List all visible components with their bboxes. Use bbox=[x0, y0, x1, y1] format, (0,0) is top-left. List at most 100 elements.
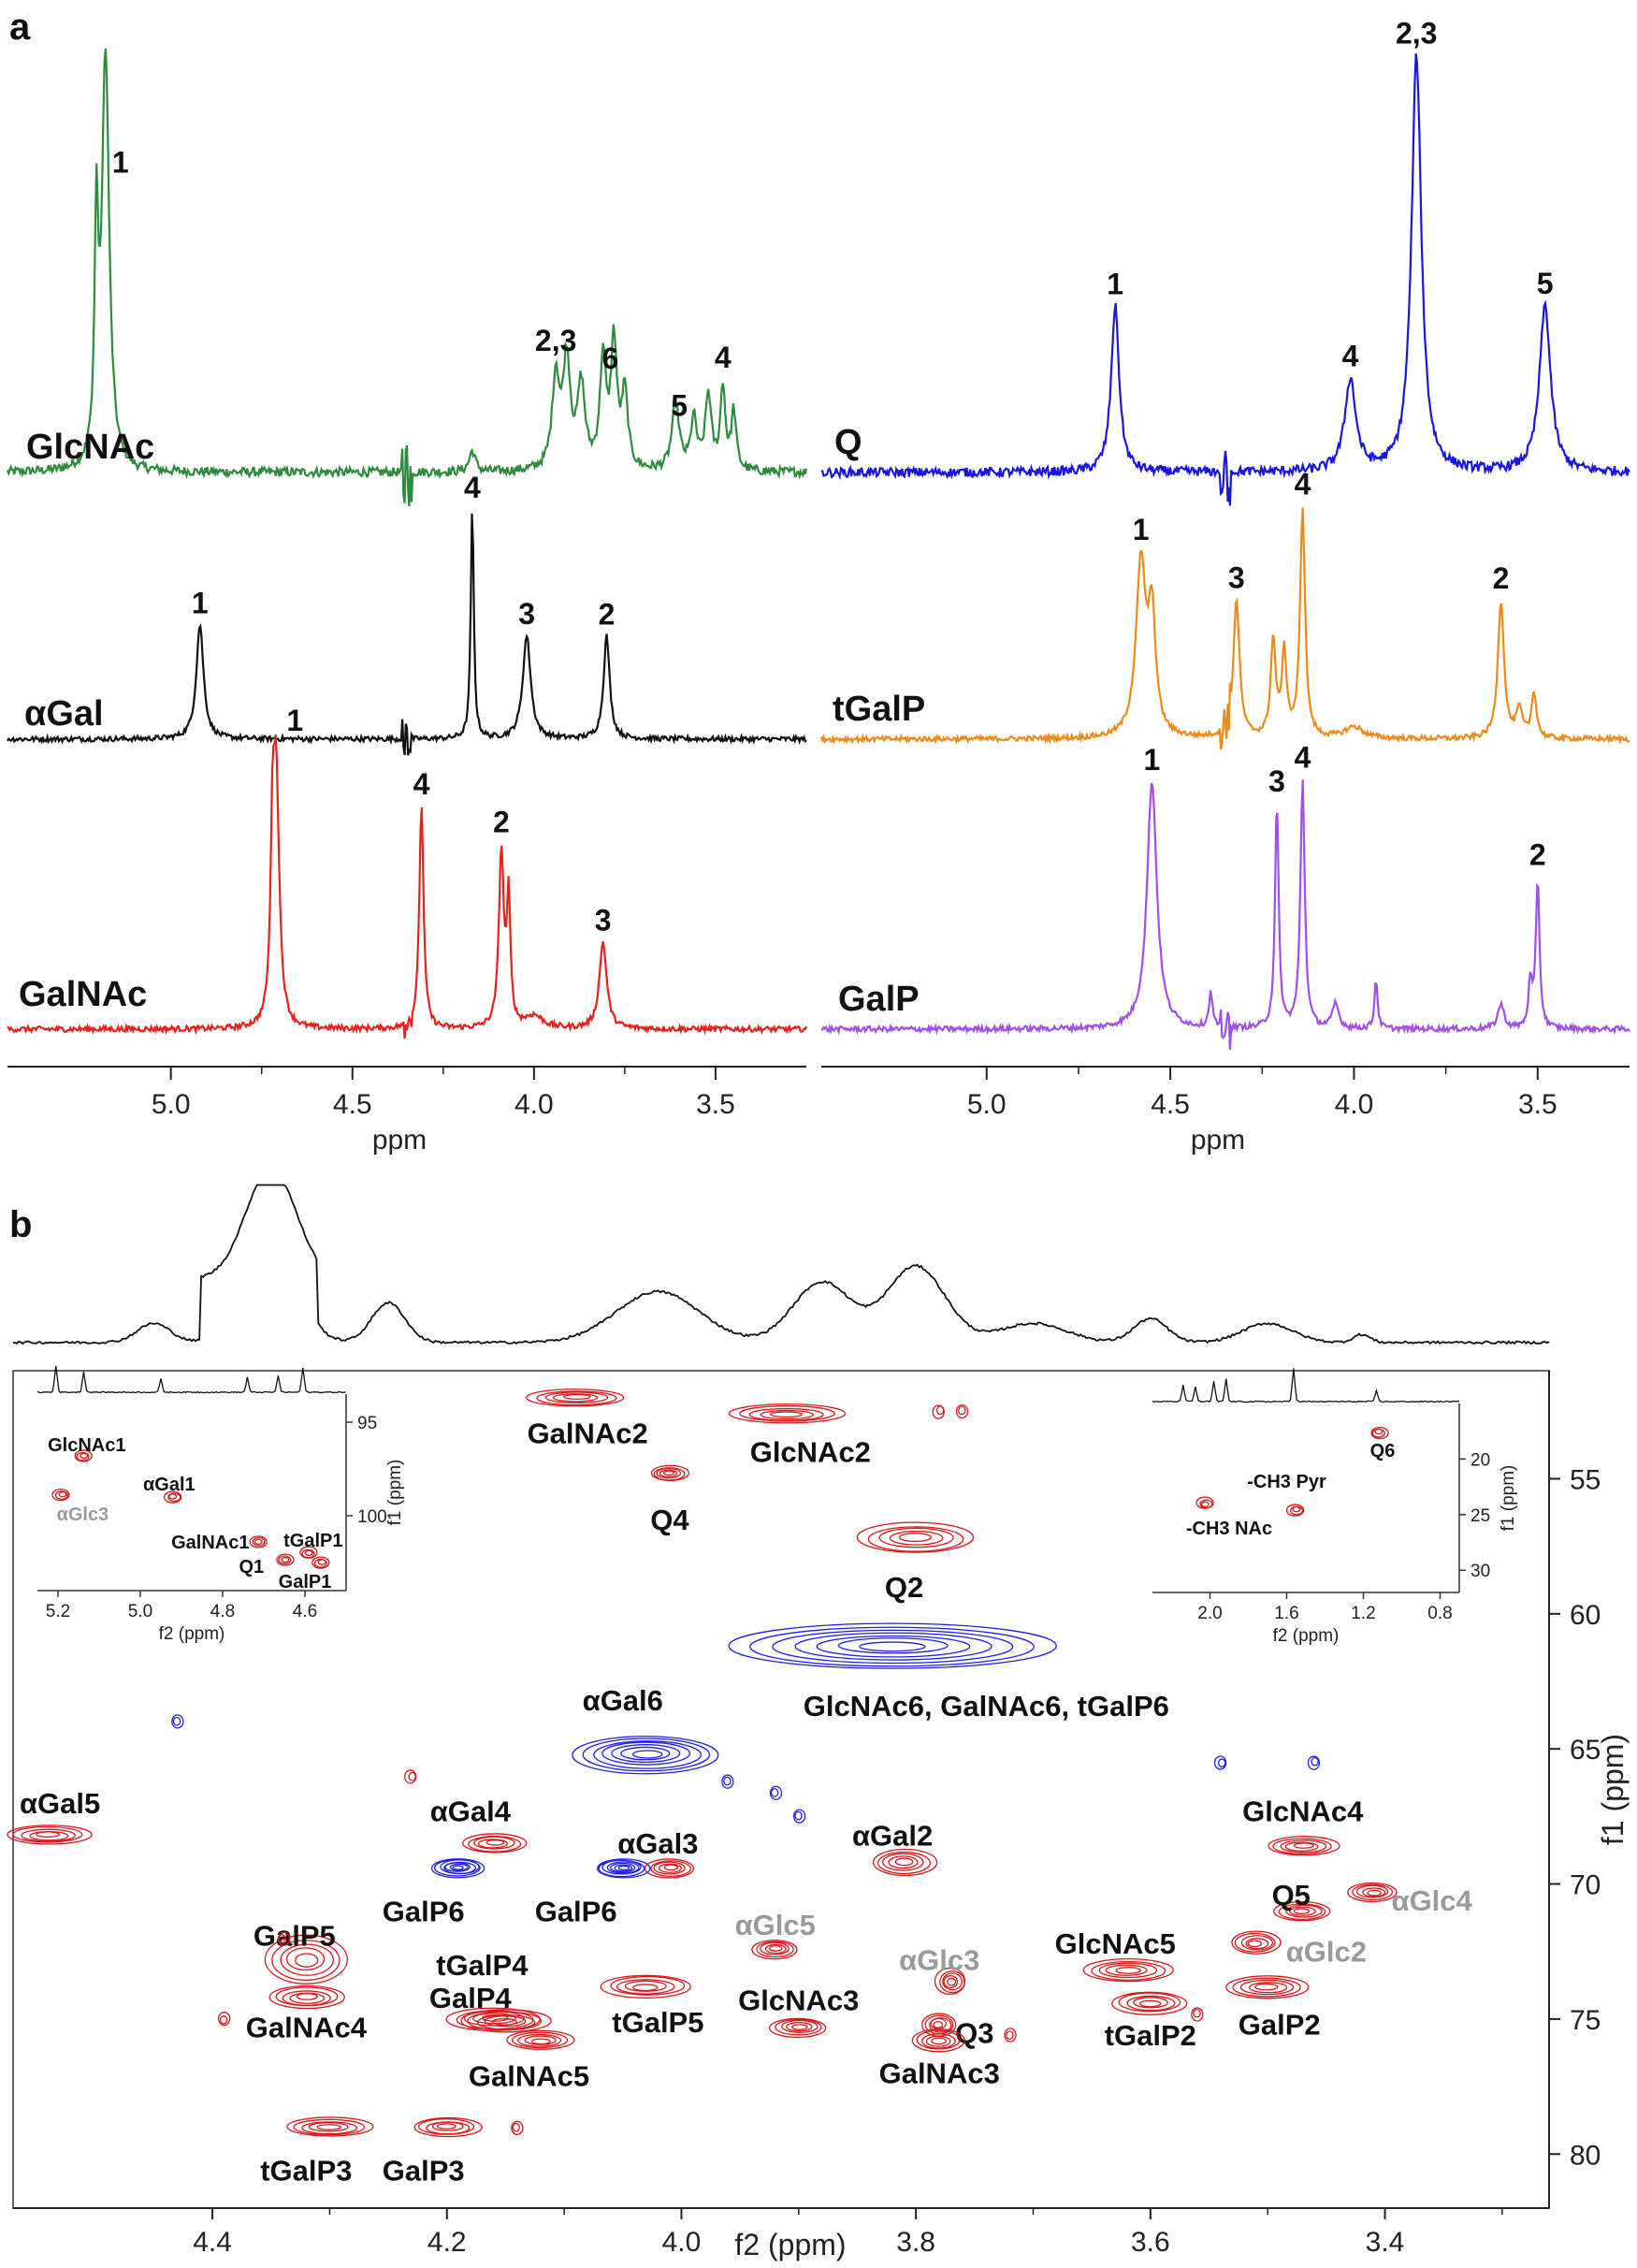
contour-ring bbox=[552, 1393, 599, 1403]
peak-label: 2 bbox=[1493, 561, 1510, 595]
contour-ring bbox=[1118, 1992, 1181, 2013]
contour-ring bbox=[620, 1746, 671, 1761]
contour-ring bbox=[597, 1858, 651, 1879]
contour-ring bbox=[254, 1538, 263, 1546]
contour-ring bbox=[167, 1492, 181, 1503]
contour-ring bbox=[1268, 1836, 1340, 1856]
hsqc-y-tick-label: 55 bbox=[1570, 1464, 1601, 1495]
contour-ring bbox=[1289, 1906, 1316, 1916]
cross-peak-label: GalP2 bbox=[1239, 2009, 1321, 2042]
contour-ring bbox=[264, 1934, 349, 1985]
contour-ring bbox=[894, 1857, 914, 1867]
contour-ring bbox=[772, 1629, 1014, 1665]
cross-peak-26 bbox=[911, 2028, 965, 2053]
cross-peak-3 bbox=[856, 1521, 975, 1553]
contour-ring bbox=[653, 1467, 686, 1481]
contour-ring bbox=[485, 1839, 505, 1846]
cross-peak-21 bbox=[460, 2009, 552, 2033]
cross-peak-24 bbox=[768, 2017, 827, 2039]
cross-peak-label: GlcNAc6, GalNAc6, tGalP6 bbox=[804, 1690, 1169, 1723]
cross-peak-label: αGal2 bbox=[852, 1820, 933, 1853]
cross-peak-label: GalNAc5 bbox=[469, 2060, 589, 2093]
cross-peak-29 bbox=[1225, 1975, 1310, 1999]
inset-y-axis-label: f1 (ppm) bbox=[385, 1460, 405, 1526]
contour-ring bbox=[606, 1861, 640, 1874]
contour-ring bbox=[217, 2011, 231, 2027]
contour-ring bbox=[1225, 1975, 1310, 1999]
contour-ring bbox=[624, 1980, 667, 1992]
spectrum-name: GalP bbox=[838, 980, 920, 1019]
inset-peak-label: αGal1 bbox=[143, 1475, 196, 1495]
contour-ring bbox=[1374, 1428, 1383, 1435]
contour-ring bbox=[1272, 1838, 1332, 1855]
contour-ring bbox=[1232, 1977, 1301, 1998]
contour-ring bbox=[278, 1555, 292, 1565]
cross-peak-label: αGal4 bbox=[430, 1796, 512, 1828]
contour-ring bbox=[1105, 1964, 1148, 1976]
cross-peak-16 bbox=[751, 1940, 798, 1960]
inset-x-tick-label: 4.8 bbox=[210, 1602, 235, 1621]
cross-peak-label: αGal5 bbox=[20, 1787, 100, 1820]
contour-ring bbox=[760, 1941, 790, 1955]
contour-ring bbox=[601, 1741, 691, 1766]
contour-ring bbox=[311, 1556, 330, 1569]
contour-ring bbox=[1355, 1884, 1389, 1898]
inset-methyl: 2.0 1.6 1.2 0.8 f2 (ppm) 20 25 30 f1 (ppm) -CH3 N… bbox=[1152, 1368, 1518, 1646]
contour-ring bbox=[271, 1940, 340, 1981]
contour-ring bbox=[572, 1736, 719, 1775]
peak-label: 1 bbox=[286, 704, 303, 737]
inset-peak-label: αGlc3 bbox=[57, 1505, 109, 1525]
cross-peak-4 bbox=[728, 1622, 1057, 1669]
contour-ring bbox=[1193, 2008, 1201, 2018]
peak-label: 5 bbox=[1537, 267, 1554, 300]
contour-ring bbox=[413, 2116, 483, 2138]
cross-peak-13 bbox=[1273, 1900, 1331, 1922]
contour-ring bbox=[748, 1407, 824, 1421]
cross-peak-22 bbox=[506, 2029, 575, 2050]
contour-ring bbox=[76, 1451, 90, 1461]
contour-ring bbox=[29, 1831, 69, 1841]
spectrum-trace-2-0 bbox=[7, 734, 808, 1040]
contour-ring bbox=[1289, 1505, 1304, 1516]
contour-ring bbox=[1213, 1755, 1227, 1770]
cross-peak-5 bbox=[572, 1736, 719, 1775]
contour-ring bbox=[942, 1972, 963, 1991]
contour-ring bbox=[931, 2037, 947, 2045]
contour-ring bbox=[600, 1974, 691, 1999]
contour-ring bbox=[1247, 1940, 1262, 1948]
contour-ring bbox=[933, 2020, 944, 2028]
contour-ring bbox=[1239, 1979, 1295, 1996]
contour-ring bbox=[511, 2031, 569, 2049]
contour-ring bbox=[276, 1553, 295, 1566]
peak-label: 1 bbox=[1133, 513, 1150, 546]
hsqc-y-tick-label: 75 bbox=[1570, 2005, 1601, 2036]
contour-ring bbox=[1240, 1935, 1274, 1951]
cross-peak-7 bbox=[462, 1833, 528, 1854]
peak-label: 3 bbox=[1268, 764, 1285, 798]
hsqc-x-tick-label: 4.4 bbox=[193, 2227, 232, 2258]
contour-ring bbox=[249, 1535, 268, 1548]
spectrum-name: GlcNAc bbox=[26, 428, 154, 467]
peak-label: 1 bbox=[1107, 268, 1123, 301]
contour-ring bbox=[168, 1493, 178, 1500]
contour-ring bbox=[436, 2123, 456, 2130]
contour-ring bbox=[536, 1390, 617, 1406]
contour-ring bbox=[286, 2116, 374, 2137]
contour-ring bbox=[1280, 1839, 1327, 1854]
cross-peak-label: αGal6 bbox=[583, 1684, 663, 1717]
contour-ring bbox=[506, 2029, 575, 2050]
inset-cross-peak-4 bbox=[299, 1546, 318, 1559]
cross-peak-10 bbox=[430, 1858, 485, 1879]
contour-ring bbox=[888, 1855, 919, 1869]
spectrum-trace-1-1 bbox=[819, 507, 1630, 750]
spectrum-name: tGalP bbox=[833, 690, 925, 729]
contour-ring bbox=[1133, 1997, 1168, 2009]
contour-ring bbox=[1006, 2030, 1014, 2041]
contour-ring bbox=[1352, 1883, 1394, 1901]
peak-label: 1 bbox=[1144, 743, 1161, 777]
cross-peak-30 bbox=[286, 2116, 374, 2137]
inset-peak-label: tGalP1 bbox=[283, 1531, 342, 1551]
inset-cross-peak-2 bbox=[163, 1490, 182, 1504]
spectrum-trace-1-0 bbox=[7, 513, 807, 756]
